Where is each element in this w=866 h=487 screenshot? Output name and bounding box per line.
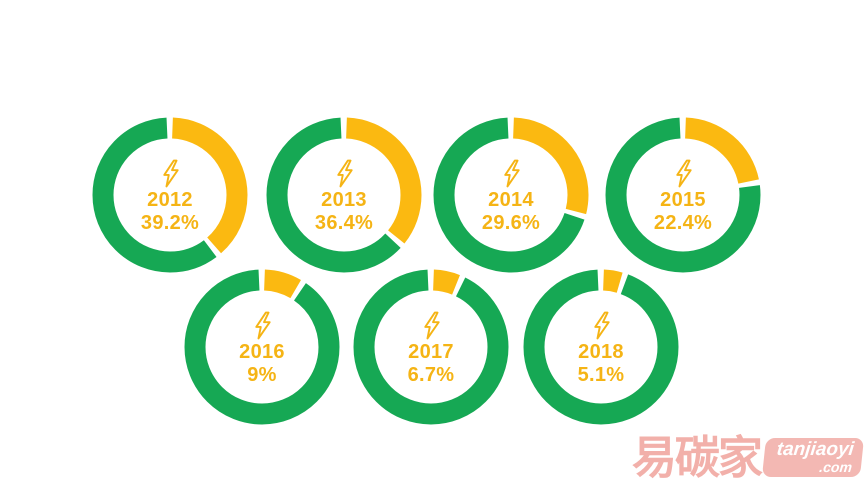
- remainder-arc: [605, 117, 761, 273]
- donut-chart-2015: 2015 22.4%: [605, 117, 761, 273]
- remainder-arc: [353, 269, 509, 425]
- donut-percent-label: 6.7%: [407, 364, 455, 386]
- donut-center: 2018 5.1%: [523, 269, 679, 425]
- donut-center: 2014 29.6%: [433, 117, 589, 273]
- donut-ring: [433, 117, 589, 273]
- watermark: 易碳家 tanjiaoyi .com: [631, 432, 865, 483]
- highlight-arc: [92, 117, 248, 273]
- lightning-bolt-icon: [675, 159, 692, 188]
- donut-year-label: 2017: [408, 341, 454, 363]
- donut-center: 2015 22.4%: [605, 117, 761, 273]
- remainder-arc: [184, 269, 340, 425]
- donut-percent-label: 9%: [247, 364, 277, 386]
- watermark-site-line1: tanjiaoyi: [775, 439, 855, 460]
- donut-chart-2017: 2017 6.7%: [353, 269, 509, 425]
- remainder-arc: [523, 269, 679, 425]
- watermark-site-badge: tanjiaoyi .com: [761, 438, 865, 477]
- donut-ring: [353, 269, 509, 425]
- donut-percent-label: 5.1%: [577, 364, 625, 386]
- watermark-site-line2: .com: [818, 459, 853, 475]
- donut-chart-2014: 2014 29.6%: [433, 117, 589, 273]
- lightning-bolt-icon: [423, 311, 440, 340]
- lightning-bolt-icon: [503, 159, 520, 188]
- donut-center: 2016 9%: [184, 269, 340, 425]
- donut-percent-label: 36.4%: [314, 212, 374, 234]
- remainder-arc: [433, 117, 589, 273]
- lightning-bolt-icon: [593, 311, 610, 340]
- donut-ring: [92, 117, 248, 273]
- lightning-bolt-icon: [254, 311, 271, 340]
- donut-year-label: 2016: [239, 341, 285, 363]
- donut-chart-2018: 2018 5.1%: [523, 269, 679, 425]
- donut-center: 2017 6.7%: [353, 269, 509, 425]
- remainder-arc: [92, 117, 248, 273]
- donut-year-label: 2012: [147, 189, 193, 211]
- donut-year-label: 2018: [578, 341, 624, 363]
- donut-chart-2013: 2013 36.4%: [266, 117, 422, 273]
- watermark-brand-text: 易碳家: [631, 432, 763, 483]
- remainder-arc: [266, 117, 422, 273]
- donut-percent-label: 22.4%: [653, 212, 713, 234]
- donut-center: 2013 36.4%: [266, 117, 422, 273]
- donut-year-label: 2015: [660, 189, 706, 211]
- donut-ring: [605, 117, 761, 273]
- donut-percent-label: 29.6%: [481, 212, 541, 234]
- highlight-arc: [433, 117, 589, 273]
- highlight-arc: [266, 117, 422, 273]
- donut-chart-2012: 2012 39.2%: [92, 117, 248, 273]
- donut-year-label: 2013: [321, 189, 367, 211]
- lightning-bolt-icon: [336, 159, 353, 188]
- donut-chart-2016: 2016 9%: [184, 269, 340, 425]
- lightning-bolt-icon: [162, 159, 179, 188]
- donut-percent-label: 39.2%: [140, 212, 200, 234]
- donut-ring: [266, 117, 422, 273]
- donut-ring: [523, 269, 679, 425]
- donut-ring: [184, 269, 340, 425]
- donut-year-label: 2014: [488, 189, 534, 211]
- donut-center: 2012 39.2%: [92, 117, 248, 273]
